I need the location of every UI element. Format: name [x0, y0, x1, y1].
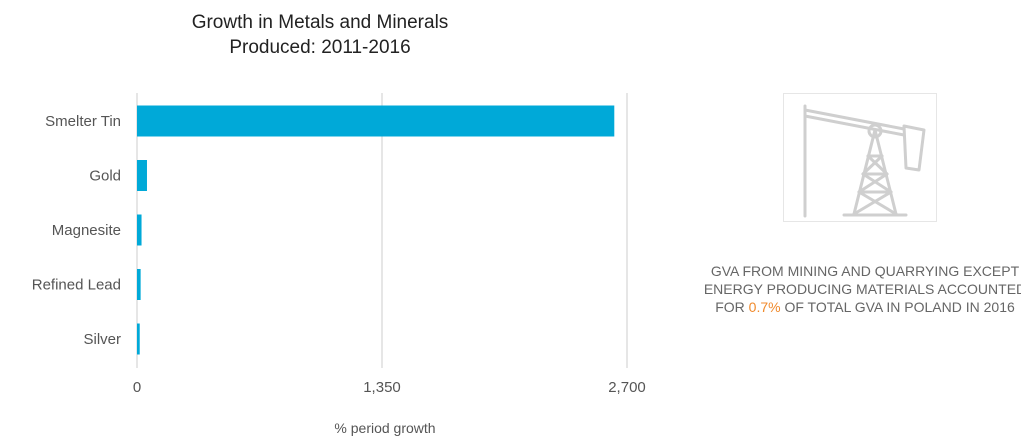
category-label-gold: Gold: [89, 168, 121, 185]
bar-gold: [137, 160, 147, 191]
chart-title: Growth in Metals and Minerals Produced: …: [150, 10, 490, 60]
chart-title-line-2: Produced: 2011-2016: [229, 37, 411, 58]
category-label-magnesite: Magnesite: [52, 222, 121, 239]
gva-info-text: GVA FROM MINING AND QUARRYING EXCEPT ENE…: [700, 262, 1021, 316]
pumpjack-icon-panel: [783, 93, 937, 222]
x-tick-label-0: 0: [133, 379, 141, 396]
gva-text-after: OF TOTAL GVA IN POLAND IN 2016: [784, 299, 1015, 315]
chart-title-line-1: Growth in Metals and Minerals: [191, 12, 449, 33]
category-label-silver: Silver: [83, 331, 121, 348]
oil-pumpjack-icon: [803, 104, 926, 218]
bars: [137, 105, 615, 355]
x-tick-label-1: 1,350: [363, 379, 401, 396]
bar-chart: Smelter Tin Gold Magnesite Refined Lead Silv…: [32, 93, 646, 436]
category-labels: Smelter Tin Gold Magnesite Refined Lead Silv…: [32, 113, 121, 348]
bar-smelter-tin: [137, 105, 615, 137]
bar-refined-lead: [137, 269, 141, 300]
bar-silver: [137, 323, 140, 355]
x-tick-label-2: 2,700: [608, 379, 646, 396]
gva-text-before: GVA FROM MINING AND QUARRYING EXCEPT ENE…: [703, 263, 1021, 315]
category-label-smelter-tin: Smelter Tin: [45, 113, 121, 130]
gva-highlight-value: 0.7%: [748, 299, 781, 315]
x-tick-labels: 0 1,350 2,700: [133, 379, 646, 396]
x-axis-title: % period growth: [334, 420, 435, 436]
bar-magnesite: [137, 214, 142, 246]
category-label-refined-lead: Refined Lead: [32, 277, 121, 294]
